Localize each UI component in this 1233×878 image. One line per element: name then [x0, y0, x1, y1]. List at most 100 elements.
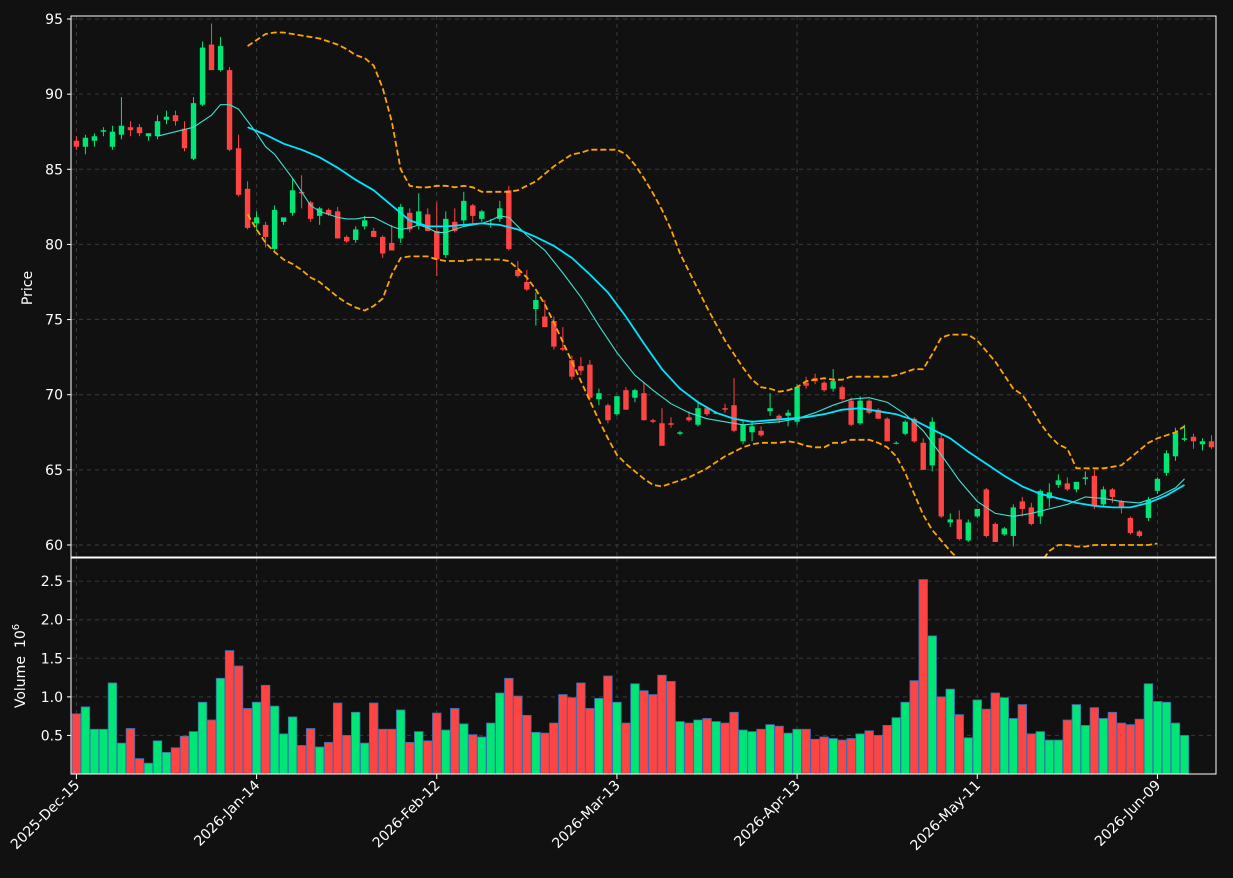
volume-bar: [675, 721, 685, 774]
volume-bar: [179, 735, 190, 774]
volume-bar: [801, 728, 811, 774]
candle-body: [244, 188, 251, 228]
price-tick-label: 70: [45, 388, 63, 404]
price-tick-label: 60: [45, 538, 63, 554]
volume-bar: [152, 740, 163, 774]
volume-bar: [648, 694, 658, 774]
volume-bar: [630, 683, 640, 774]
candle-body: [704, 408, 710, 415]
volume-bar: [549, 722, 559, 774]
price-tick-label: 65: [45, 463, 63, 479]
volume-bar: [242, 708, 253, 774]
volume-bar: [170, 747, 181, 774]
volume-bar: [188, 731, 199, 774]
volume-bar: [783, 732, 793, 774]
candle-body: [911, 418, 917, 442]
volume-bar: [405, 741, 415, 774]
candle-body: [749, 426, 755, 433]
volume-bar: [369, 702, 379, 774]
candle-body: [199, 47, 206, 105]
candle-body: [379, 236, 386, 254]
candle-body: [1163, 453, 1170, 473]
candle-body: [632, 390, 638, 398]
volume-panel-frame: [70, 557, 1217, 775]
volume-bar: [684, 722, 694, 774]
candle-body: [821, 382, 827, 391]
volume-bar: [531, 731, 541, 774]
candle-body: [578, 366, 584, 371]
candle-body: [830, 381, 836, 389]
candle-body: [425, 214, 431, 231]
candle-body: [983, 489, 989, 536]
candle-body: [172, 115, 179, 122]
candle-body: [163, 116, 170, 120]
candle-body: [1109, 489, 1116, 497]
volume-bar: [603, 675, 613, 774]
candle-body: [136, 127, 143, 134]
candle-body: [1073, 481, 1080, 490]
candle-body: [641, 393, 647, 421]
candle-body: [785, 412, 791, 416]
volume-bars: [71, 579, 1190, 774]
candle-body: [875, 409, 881, 419]
candle-body: [938, 438, 944, 517]
volume-bar: [206, 719, 217, 774]
candle-body: [361, 220, 368, 227]
candle-body: [352, 229, 359, 240]
candle-body: [506, 190, 512, 249]
candle-body: [1181, 438, 1188, 440]
candle-body: [533, 300, 539, 310]
volume-bar: [341, 735, 352, 774]
volume-bar: [567, 697, 577, 774]
candle-body: [992, 523, 998, 542]
candle-body: [226, 70, 233, 150]
candle-body: [280, 217, 287, 222]
candle-body: [461, 200, 467, 221]
volume-bar: [360, 742, 370, 774]
volume-tick-label: 2.5: [41, 574, 63, 590]
volume-bar: [215, 677, 226, 774]
volume-bar: [116, 742, 127, 774]
candle-body: [1190, 436, 1197, 442]
candle-body: [1100, 489, 1107, 505]
volume-tick-label: 1.0: [41, 690, 63, 706]
candle-body: [1091, 475, 1098, 506]
volume-bar: [260, 684, 271, 774]
candle-body: [1145, 499, 1152, 518]
volume-bar: [594, 698, 604, 774]
price-tick-label: 80: [45, 237, 63, 253]
candle-body: [1010, 507, 1017, 536]
volume-bar: [765, 724, 775, 774]
volume-bar: [233, 665, 244, 774]
volume-bar: [495, 692, 505, 774]
price-axis-label: Price: [20, 271, 36, 305]
candle-body: [389, 242, 395, 251]
volume-bar: [891, 717, 901, 774]
volume-axis-label: Volume 106: [11, 624, 29, 708]
volume-bar: [1089, 707, 1100, 774]
candle-body: [145, 133, 152, 137]
volume-bar: [1017, 704, 1027, 774]
candle-body: [542, 316, 548, 328]
volume-bar: [269, 705, 280, 774]
candle-body: [974, 508, 980, 517]
candle-body: [325, 209, 332, 215]
candle-body: [181, 128, 188, 149]
candle-body: [443, 218, 449, 255]
volume-bar: [296, 745, 307, 774]
volume-bar: [702, 718, 712, 774]
candle-body: [776, 415, 782, 419]
volume-bar: [1080, 725, 1091, 774]
volume-bar: [305, 728, 316, 774]
candle-body: [569, 360, 575, 377]
volume-bar: [693, 719, 703, 774]
candle-body: [551, 321, 557, 347]
volume-bar: [747, 731, 757, 774]
volume-bar: [927, 635, 937, 774]
candle-body: [758, 430, 764, 436]
volume-bar: [1134, 718, 1145, 774]
candle-body: [82, 137, 89, 147]
volume-bar: [107, 682, 118, 774]
volume-bar: [1035, 731, 1046, 774]
volume-bar: [873, 735, 883, 774]
